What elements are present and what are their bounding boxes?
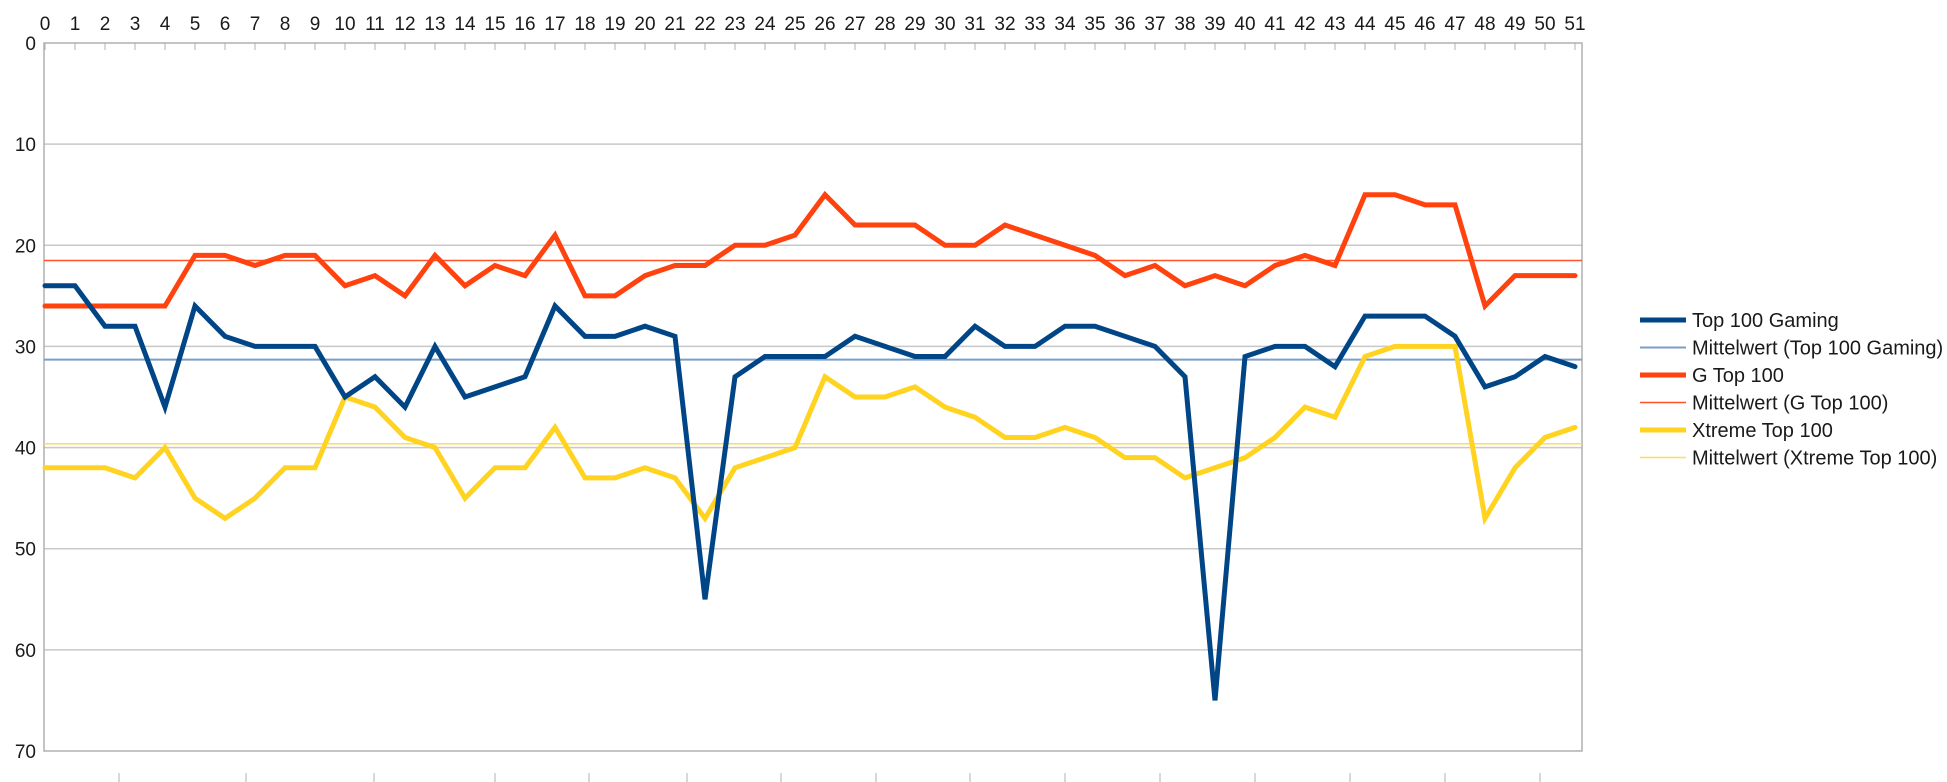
x-axis-label: 11	[365, 14, 385, 35]
x-axis-label: 28	[874, 14, 895, 35]
legend-label-mittelwert-top-100-gaming-: Mittelwert (Top 100 Gaming)	[1692, 338, 1943, 360]
x-axis-label: 25	[784, 14, 805, 35]
x-axis-label: 45	[1384, 14, 1405, 35]
x-axis-label: 3	[130, 14, 141, 35]
x-axis-label: 42	[1294, 14, 1315, 35]
x-axis-label: 26	[814, 14, 835, 35]
y-axis-label: 60	[15, 641, 36, 662]
x-axis-label: 51	[1564, 14, 1585, 35]
x-axis-label: 33	[1024, 14, 1045, 35]
x-axis-label: 40	[1234, 14, 1255, 35]
x-axis-label: 49	[1504, 14, 1525, 35]
x-axis-label: 20	[634, 14, 655, 35]
x-axis-label: 2	[100, 14, 111, 35]
x-axis-label: 47	[1444, 14, 1465, 35]
x-axis-label: 21	[664, 14, 685, 35]
x-axis-label: 31	[964, 14, 985, 35]
x-axis-label: 30	[934, 14, 955, 35]
y-axis-label: 0	[25, 34, 36, 55]
legend-label-xtreme-top-100: Xtreme Top 100	[1692, 420, 1833, 442]
y-axis-label: 70	[15, 742, 36, 763]
series-line-xtreme-top-100	[42, 343, 1578, 526]
x-axis-label: 16	[514, 14, 535, 35]
y-axis-label: 10	[15, 135, 36, 156]
x-axis-label: 46	[1414, 14, 1435, 35]
x-axis-label: 35	[1084, 14, 1105, 35]
x-axis-label: 43	[1324, 14, 1345, 35]
y-axis-label: 20	[15, 236, 36, 257]
x-axis-label: 9	[310, 14, 321, 35]
y-axis-label: 30	[15, 337, 36, 358]
x-axis-label: 37	[1144, 14, 1165, 35]
x-axis-label: 7	[250, 14, 261, 35]
x-axis-label: 0	[40, 14, 51, 35]
x-axis-label: 44	[1354, 14, 1376, 35]
x-axis-label: 22	[694, 14, 715, 35]
x-axis-label: 23	[724, 14, 745, 35]
legend-label-mittelwert-g-top-100-: Mittelwert (G Top 100)	[1692, 393, 1888, 415]
y-axis-label: 50	[15, 540, 36, 561]
x-axis-label: 41	[1264, 14, 1285, 35]
legend-label-g-top-100: G Top 100	[1692, 365, 1784, 387]
legend-label-mittelwert-xtreme-top-100-: Mittelwert (Xtreme Top 100)	[1692, 448, 1937, 470]
x-axis-label: 38	[1174, 14, 1195, 35]
x-axis-label: 27	[844, 14, 865, 35]
x-axis-label: 34	[1054, 14, 1076, 35]
x-axis-label: 14	[454, 14, 476, 35]
x-axis-label: 50	[1534, 14, 1555, 35]
x-axis-label: 32	[994, 14, 1015, 35]
x-axis-label: 8	[280, 14, 291, 35]
series-line-top-100-gaming	[42, 283, 1578, 701]
x-axis-label: 39	[1204, 14, 1225, 35]
x-axis-label: 24	[754, 14, 776, 35]
x-axis-label: 13	[424, 14, 445, 35]
x-axis-label: 15	[484, 14, 505, 35]
x-axis-label: 29	[904, 14, 925, 35]
legend-label-top-100-gaming: Top 100 Gaming	[1692, 310, 1839, 332]
x-axis-label: 1	[70, 14, 81, 35]
x-axis-label: 36	[1114, 14, 1135, 35]
x-axis-label: 17	[544, 14, 565, 35]
y-axis-label: 40	[15, 439, 36, 460]
series-line-g-top-100	[42, 190, 1578, 311]
x-axis-label: 48	[1474, 14, 1495, 35]
x-axis-label: 19	[604, 14, 625, 35]
plot-border	[43, 42, 1583, 752]
x-axis-label: 6	[220, 14, 231, 35]
x-axis-label: 4	[160, 14, 171, 35]
x-axis-label: 10	[334, 14, 355, 35]
x-axis-label: 5	[190, 14, 201, 35]
x-axis-label: 18	[574, 14, 595, 35]
x-axis-label: 12	[394, 14, 415, 35]
